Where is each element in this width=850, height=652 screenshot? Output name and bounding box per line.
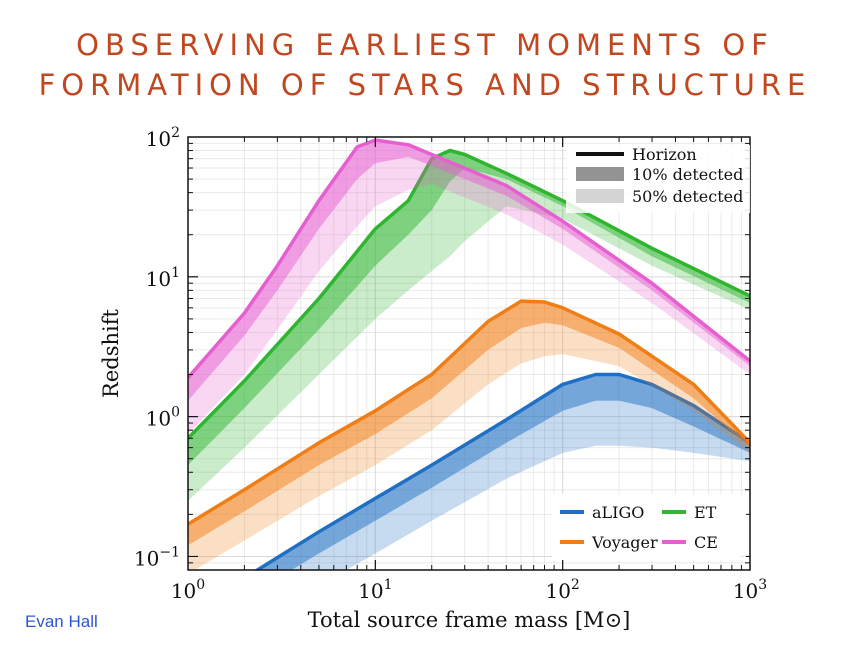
y-tick-label: 101 [146, 265, 180, 291]
band-legend-label: Horizon [632, 145, 697, 164]
aligo-horizon-line [254, 372, 750, 570]
et-10pct-band [188, 150, 750, 466]
voyager-50pct-band [188, 322, 750, 570]
plot-frame [187, 136, 751, 571]
ce-10pct-band [188, 140, 750, 401]
series-legend-box [552, 494, 746, 560]
band-legend-label: 50% detected [632, 187, 743, 206]
ce-horizon-line [188, 138, 750, 379]
band-legend-swatch [576, 189, 624, 203]
ce-50pct-band [188, 156, 750, 435]
series-legend-label: CE [694, 533, 718, 552]
series-legend-label: aLIGO [592, 503, 644, 522]
band-legend-swatch [576, 152, 624, 156]
x-axis-label: Total source frame mass [M⊙] [308, 608, 631, 632]
slide-title-line-2: FORMATION OF STARS AND STRUCTURE [38, 68, 812, 102]
y-axis-label: Redshift [99, 308, 123, 397]
y-tick-label: 102 [146, 125, 180, 151]
et-50pct-band [188, 168, 750, 501]
series-layer [188, 138, 750, 570]
series-legend-label: ET [694, 503, 717, 522]
x-tick-label: 102 [545, 577, 579, 603]
band-legend-box [566, 145, 750, 213]
slide-title-line-1: OBSERVING EARLIEST MOMENTS OF [76, 28, 774, 62]
x-tick-label: 101 [358, 577, 392, 603]
voyager-horizon-line [188, 299, 750, 526]
author-credit: Evan Hall [25, 612, 98, 631]
y-tick-label: 10−1 [134, 544, 180, 570]
y-tick-label: 100 [146, 405, 180, 431]
voyager-10pct-band [188, 301, 750, 546]
x-tick-label: 100 [171, 577, 205, 603]
band-legend-swatch [576, 167, 624, 181]
band-legend-label: 10% detected [632, 165, 743, 184]
series-legend: aLIGO Voyager ET CE [552, 494, 746, 560]
aligo-10pct-band [257, 374, 750, 570]
series-legend-label: Voyager [591, 533, 658, 552]
axis-ticks [187, 136, 751, 571]
x-tick-label: 103 [733, 577, 767, 603]
aligo-50pct-band [291, 400, 750, 570]
